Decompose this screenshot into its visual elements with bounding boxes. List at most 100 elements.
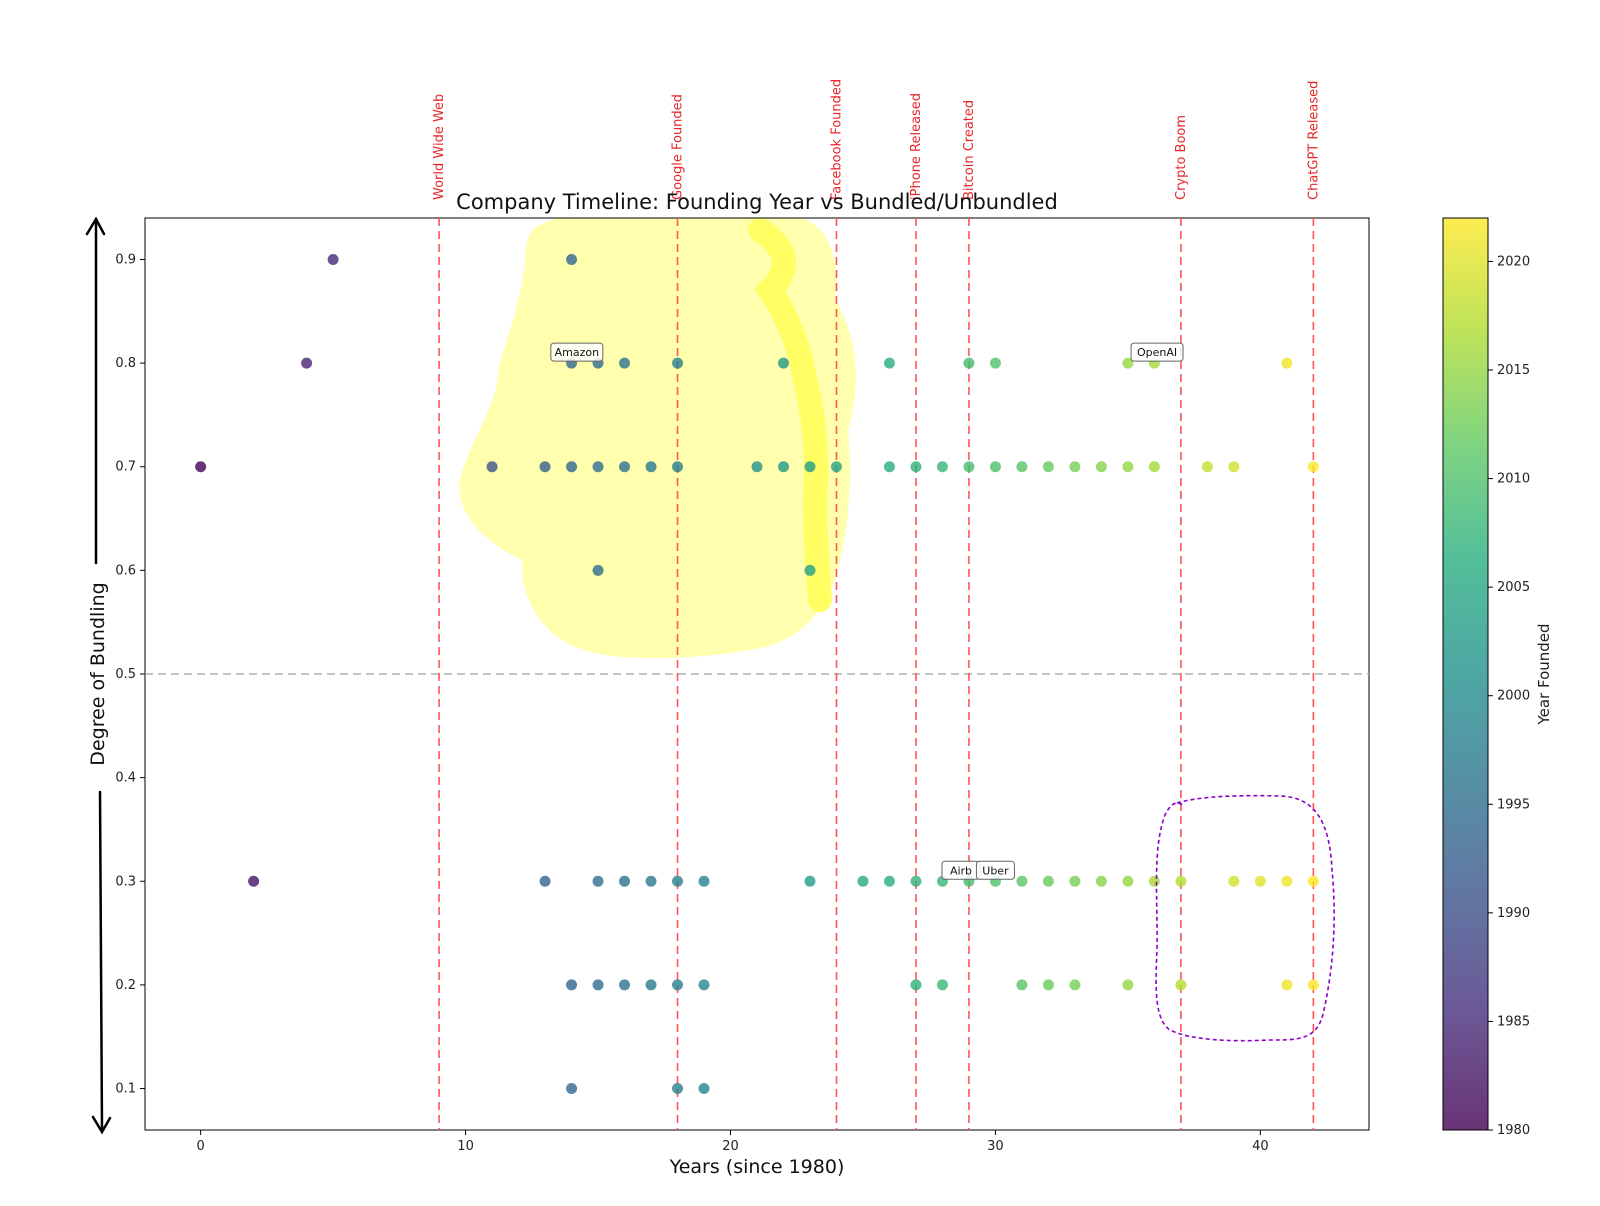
y-tick-label: 0.9 <box>115 252 136 267</box>
y-tick-label: 0.3 <box>115 874 136 889</box>
data-point <box>592 875 604 887</box>
data-point <box>645 461 657 473</box>
chart-title: Company Timeline: Founding Year vs Bundl… <box>456 190 1058 214</box>
data-point <box>804 461 816 473</box>
y-tick-label: 0.8 <box>115 356 136 371</box>
data-point <box>698 1083 710 1095</box>
data-point <box>1175 979 1187 991</box>
y-tick-label: 0.1 <box>115 1082 136 1097</box>
dashed-circle-annotation <box>1155 794 1335 1042</box>
x-tick-label: 30 <box>987 1139 1004 1154</box>
data-point <box>566 461 578 473</box>
data-point <box>592 979 604 991</box>
annotation-label: OpenAI <box>1137 346 1177 359</box>
event-label: Google Founded <box>671 94 686 200</box>
annotation-box <box>550 342 604 362</box>
data-point <box>963 357 975 369</box>
data-point <box>1069 875 1081 887</box>
data-point <box>619 979 631 991</box>
data-point <box>672 979 684 991</box>
data-point <box>645 875 657 887</box>
event-label: World Wide Web <box>432 94 447 200</box>
data-point <box>1175 875 1187 887</box>
data-point <box>195 461 207 473</box>
data-point <box>1281 875 1293 887</box>
data-point <box>1307 875 1319 887</box>
data-point <box>883 357 895 369</box>
data-point <box>1042 461 1054 473</box>
x-tick-label: 0 <box>196 1139 204 1154</box>
data-point <box>910 461 922 473</box>
colorbar-tick-label: 2015 <box>1497 363 1530 378</box>
colorbar-frame <box>1442 217 1489 1131</box>
annotation-box <box>1130 342 1184 362</box>
colorbar-tick-label: 2005 <box>1497 580 1530 595</box>
data-point <box>1042 875 1054 887</box>
data-point <box>539 875 551 887</box>
annotation-label: Airb <box>950 864 972 877</box>
annotation-label: Uber <box>982 864 1009 877</box>
colorbar-tick-label: 2020 <box>1497 254 1530 269</box>
data-point <box>645 979 657 991</box>
data-point <box>566 1083 578 1095</box>
data-point <box>751 461 763 473</box>
data-point <box>1281 979 1293 991</box>
event-label: Bitcoin Created <box>962 100 977 200</box>
data-point <box>619 875 631 887</box>
annotation-box <box>975 860 1015 880</box>
event-label: Crypto Boom <box>1174 115 1189 200</box>
data-point <box>1042 979 1054 991</box>
colorbar-label: Year Founded <box>1535 623 1553 725</box>
data-point <box>301 357 313 369</box>
x-tick-label: 20 <box>722 1139 739 1154</box>
data-point <box>963 461 975 473</box>
data-point <box>486 461 498 473</box>
data-point <box>989 461 1001 473</box>
data-point <box>539 461 551 473</box>
data-point <box>804 564 816 576</box>
data-point <box>1069 461 1081 473</box>
data-point <box>672 357 684 369</box>
data-point <box>672 875 684 887</box>
y-tick-label: 0.7 <box>115 460 136 475</box>
data-point <box>672 461 684 473</box>
event-label: Facebook Founded <box>829 79 844 200</box>
data-point <box>1122 875 1134 887</box>
colorbar-tick-label: 1985 <box>1497 1014 1530 1029</box>
data-point <box>698 875 710 887</box>
y-tick-label: 0.5 <box>115 667 136 682</box>
y-tick-label: 0.4 <box>115 771 136 786</box>
data-point <box>777 357 789 369</box>
data-point <box>1228 875 1240 887</box>
data-point <box>1095 461 1107 473</box>
colorbar-tick-label: 2010 <box>1497 472 1530 487</box>
data-point <box>1148 461 1160 473</box>
x-tick-label: 10 <box>457 1139 474 1154</box>
data-point <box>1122 461 1134 473</box>
data-point <box>1281 357 1293 369</box>
event-label: iPhone Released <box>909 93 924 200</box>
data-point <box>592 461 604 473</box>
data-point <box>1016 979 1028 991</box>
data-point <box>989 357 1001 369</box>
data-point <box>698 979 710 991</box>
highlighter-stroke <box>748 218 832 612</box>
colorbar-tick-label: 1990 <box>1497 906 1530 921</box>
data-point <box>1307 461 1319 473</box>
data-point <box>910 979 922 991</box>
x-axis-title: Years (since 1980) <box>669 1156 845 1178</box>
colorbar-tick-label: 1995 <box>1497 797 1530 812</box>
data-point <box>1016 461 1028 473</box>
data-point <box>1122 979 1134 991</box>
highlighter-scribble <box>459 218 856 659</box>
data-point <box>910 875 922 887</box>
y-tick-label: 0.2 <box>115 978 136 993</box>
data-point <box>619 357 631 369</box>
colorbar <box>1443 218 1488 1130</box>
data-point <box>1069 979 1081 991</box>
y-tick-label: 0.6 <box>115 563 136 578</box>
down-arrow <box>91 790 112 1135</box>
data-point <box>248 875 260 887</box>
data-point <box>857 875 869 887</box>
